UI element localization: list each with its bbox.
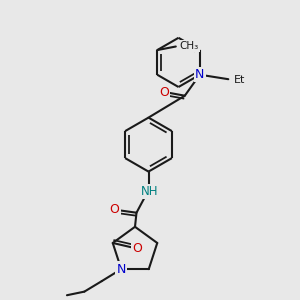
Text: N: N <box>195 68 205 81</box>
Text: N: N <box>117 262 126 276</box>
Text: O: O <box>159 85 169 99</box>
Text: O: O <box>132 242 142 255</box>
Text: CH₃: CH₃ <box>180 41 199 51</box>
Text: O: O <box>110 203 119 216</box>
Text: Et: Et <box>233 75 245 85</box>
Text: NH: NH <box>141 185 158 198</box>
